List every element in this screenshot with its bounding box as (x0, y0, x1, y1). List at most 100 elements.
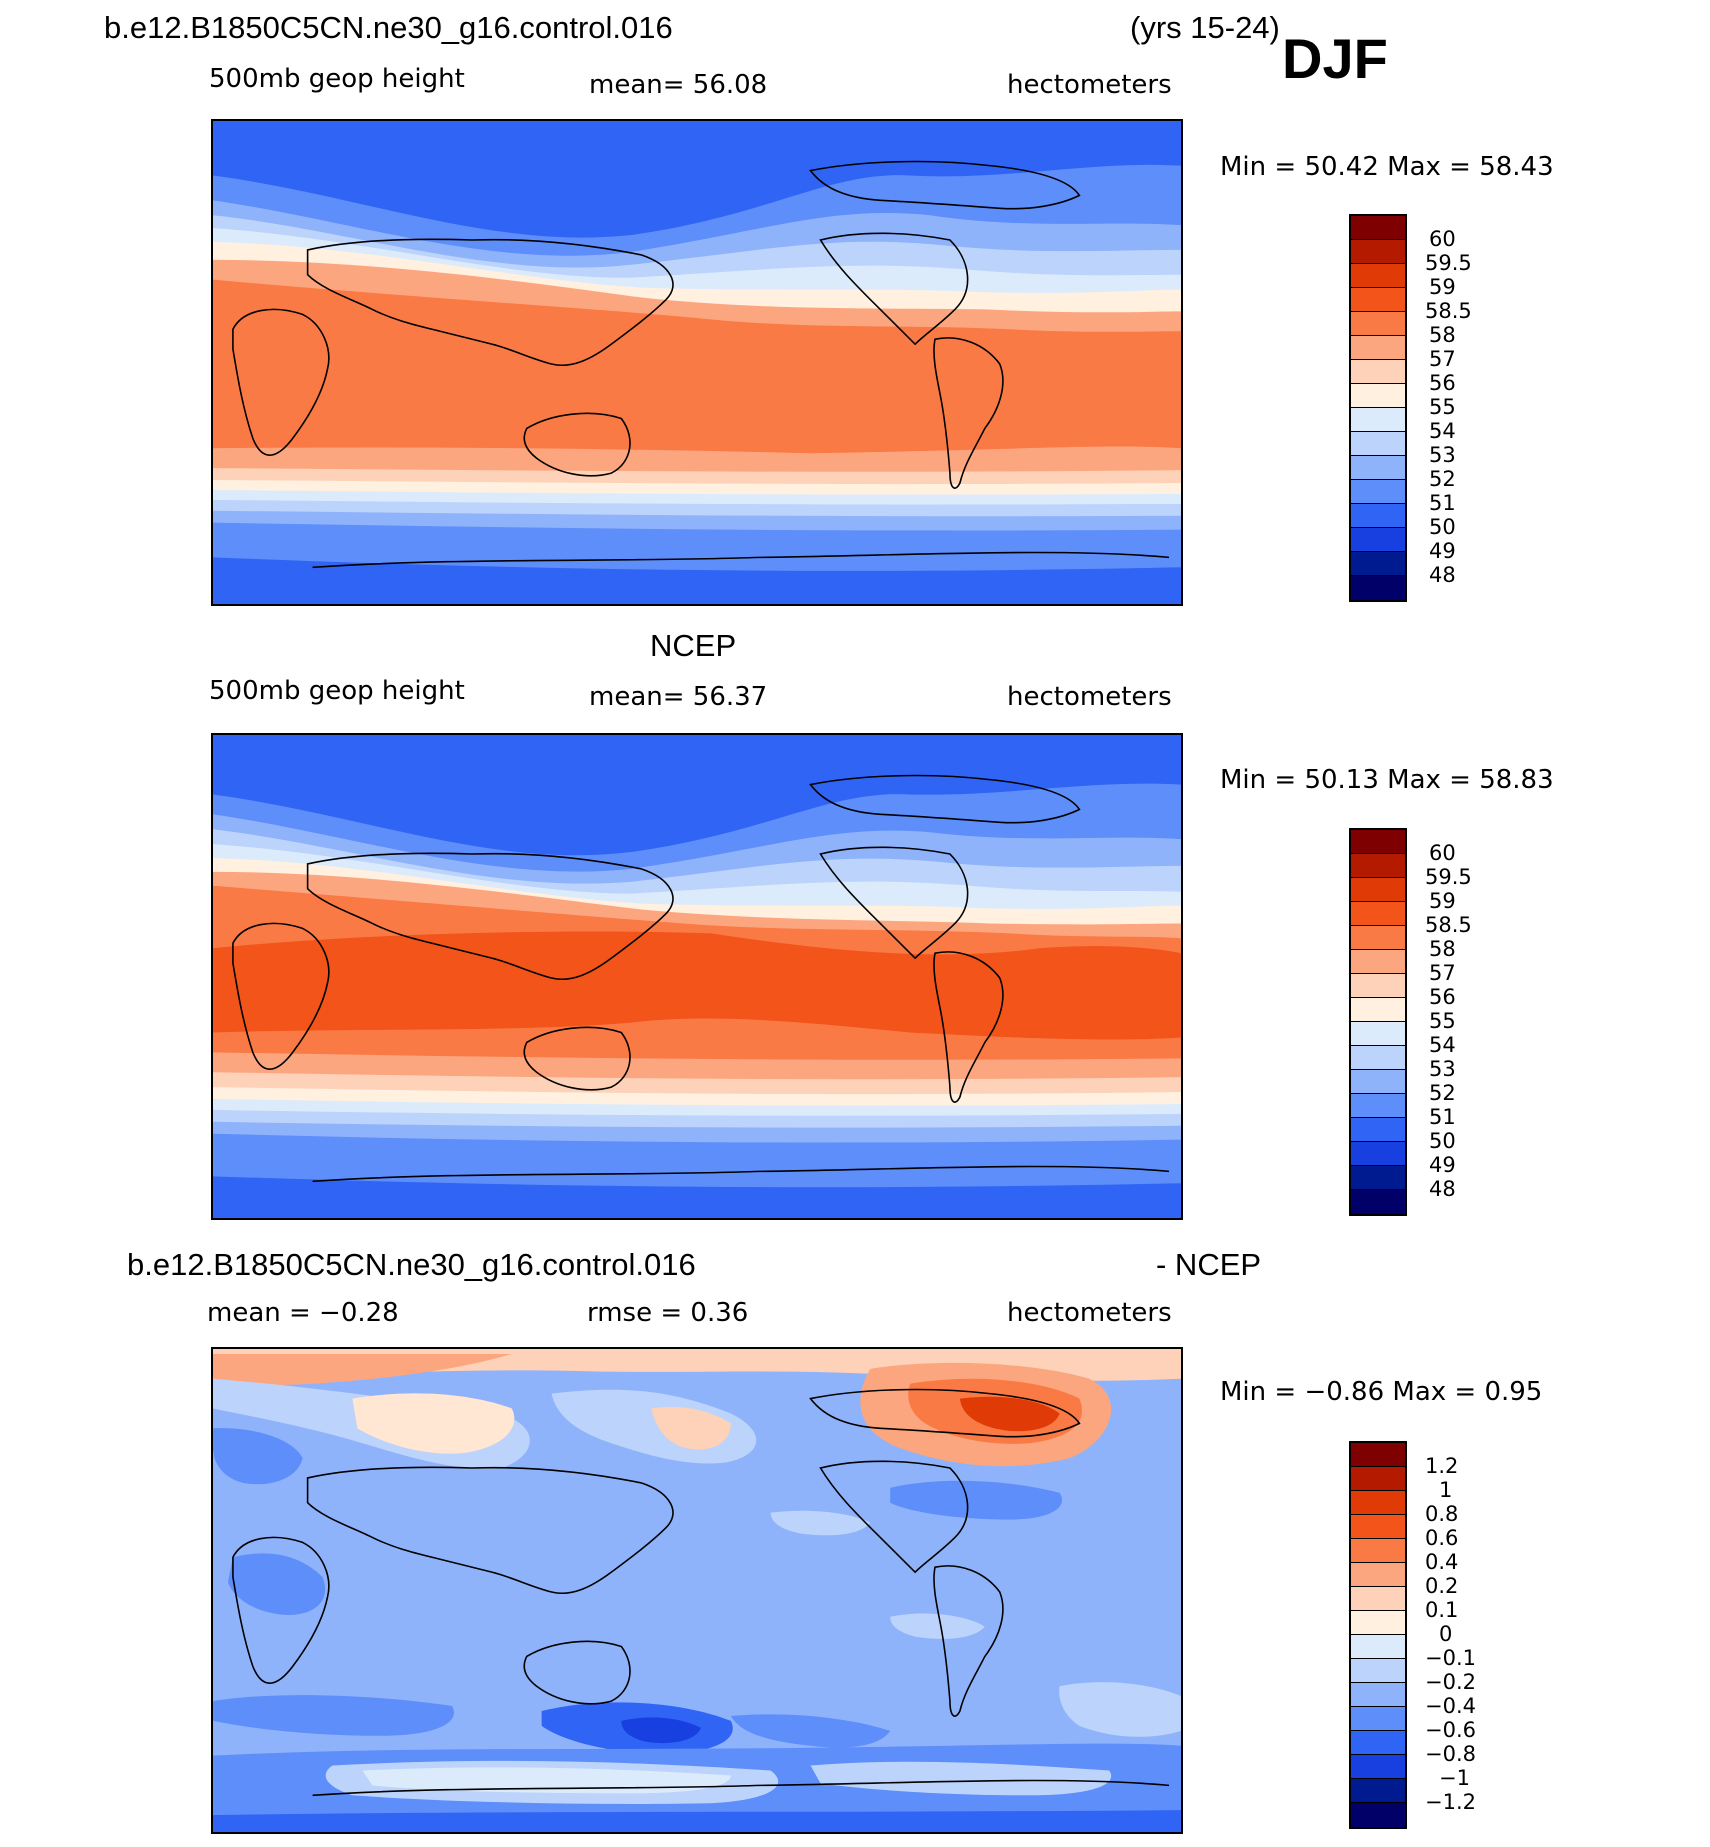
colorbar-level-label: 59 (1429, 275, 1456, 299)
colorbar-swatch (1351, 1118, 1405, 1142)
colorbar-level-label: −1 (1439, 1766, 1470, 1790)
colorbar-level-label: 0.1 (1425, 1598, 1459, 1622)
colorbar-level-label: −0.8 (1425, 1742, 1476, 1766)
panel3-minmax: Min = −0.86 Max = 0.95 (1220, 1377, 1543, 1407)
colorbar-level-label: 54 (1429, 1033, 1456, 1057)
colorbar-level-label: 52 (1429, 467, 1456, 491)
colorbar-level-label: 1.2 (1425, 1454, 1459, 1478)
colorbar-swatch (1351, 926, 1405, 950)
panel1-mean: mean= 56.08 (589, 70, 768, 100)
colorbar-swatch (1351, 552, 1405, 576)
colorbar-level-label: −0.4 (1425, 1694, 1476, 1718)
panel3-units: hectometers (1007, 1298, 1172, 1328)
years-label: (yrs 15-24) (1130, 10, 1280, 45)
colorbar-level-label: 1 (1439, 1478, 1453, 1502)
colorbar-swatch (1351, 1539, 1405, 1563)
colorbar-level-label: 50 (1429, 515, 1456, 539)
colorbar-swatch (1351, 1142, 1405, 1166)
colorbar-swatch (1351, 950, 1405, 974)
colorbar-level-label: 54 (1429, 419, 1456, 443)
panel3-title-right: - NCEP (1156, 1247, 1262, 1282)
panel2-coastlines (232, 774, 1170, 1183)
colorbar-swatch (1351, 1094, 1405, 1118)
colorbar-swatch (1351, 1587, 1405, 1611)
panel3-mean: mean = −0.28 (207, 1298, 399, 1328)
colorbar-swatch (1351, 528, 1405, 552)
colorbar-level-label: 52 (1429, 1081, 1456, 1105)
panel2-mean: mean= 56.37 (589, 682, 768, 712)
colorbar-level-label: 51 (1429, 1105, 1456, 1129)
colorbar-level-label: 59 (1429, 889, 1456, 913)
colorbar-swatch (1351, 1190, 1405, 1214)
panel2-title: NCEP (650, 628, 737, 663)
colorbar-level-label: 0.6 (1425, 1526, 1459, 1550)
colorbar-swatch (1351, 504, 1405, 528)
colorbar-swatch (1351, 360, 1405, 384)
colorbar-swatch (1351, 1683, 1405, 1707)
colorbar-level-label: 0 (1439, 1622, 1453, 1646)
colorbar-level-label: 50 (1429, 1129, 1456, 1153)
colorbar-level-label: 53 (1429, 1057, 1456, 1081)
colorbar-swatch (1351, 1467, 1405, 1491)
panel1-units: hectometers (1007, 70, 1172, 100)
panel3-rmse: rmse = 0.36 (587, 1298, 749, 1328)
season-label: DJF (1282, 27, 1388, 90)
panel3-map (211, 1347, 1183, 1834)
colorbar-level-label: 48 (1429, 1177, 1456, 1201)
panel2-variable: 500mb geop height (209, 676, 465, 706)
colorbar-swatch (1351, 974, 1405, 998)
colorbar-swatch (1351, 288, 1405, 312)
colorbar-level-label: 59.5 (1425, 865, 1472, 889)
colorbar-swatch (1351, 432, 1405, 456)
colorbar-level-label: 60 (1429, 841, 1456, 865)
colorbar-swatch (1351, 408, 1405, 432)
colorbar-swatch (1351, 1046, 1405, 1070)
colorbar-swatch (1351, 1731, 1405, 1755)
colorbar-swatch (1351, 576, 1405, 600)
colorbar-swatch (1351, 1491, 1405, 1515)
colorbar-level-label: −0.1 (1425, 1646, 1476, 1670)
panel3-contour-field (213, 1349, 1181, 1832)
colorbar-swatch (1351, 902, 1405, 926)
panel1-variable: 500mb geop height (209, 64, 465, 94)
colorbar-swatch (1351, 1707, 1405, 1731)
colorbar-level-label: 58 (1429, 937, 1456, 961)
colorbar-level-label: 49 (1429, 539, 1456, 563)
colorbar-swatch (1351, 1022, 1405, 1046)
colorbar-swatch (1351, 1803, 1405, 1827)
colorbar-level-label: 0.2 (1425, 1574, 1459, 1598)
colorbar-level-label: 55 (1429, 1009, 1456, 1033)
colorbar-level-label: 60 (1429, 227, 1456, 251)
colorbar-level-label: 49 (1429, 1153, 1456, 1177)
case-title: b.e12.B1850C5CN.ne30_g16.control.016 (104, 10, 673, 45)
colorbar-swatch (1351, 1635, 1405, 1659)
panel3-colorbar (1349, 1441, 1407, 1829)
colorbar-swatch (1351, 216, 1405, 240)
colorbar-level-label: −0.2 (1425, 1670, 1476, 1694)
colorbar-swatch (1351, 264, 1405, 288)
panel2-contour-field (213, 735, 1181, 1218)
panel2-minmax: Min = 50.13 Max = 58.83 (1220, 765, 1554, 795)
colorbar-swatch (1351, 480, 1405, 504)
colorbar-level-label: 57 (1429, 961, 1456, 985)
colorbar-level-label: 58.5 (1425, 299, 1472, 323)
colorbar-swatch (1351, 1755, 1405, 1779)
colorbar-swatch (1351, 312, 1405, 336)
panel1-map (211, 119, 1183, 606)
colorbar-swatch (1351, 336, 1405, 360)
colorbar-level-label: 0.4 (1425, 1550, 1459, 1574)
colorbar-level-label: −1.2 (1425, 1790, 1476, 1814)
colorbar-level-label: 57 (1429, 347, 1456, 371)
colorbar-level-label: 48 (1429, 563, 1456, 587)
colorbar-swatch (1351, 1611, 1405, 1635)
colorbar-swatch (1351, 854, 1405, 878)
colorbar-swatch (1351, 878, 1405, 902)
colorbar-swatch (1351, 1443, 1405, 1467)
panel3-coastlines (232, 1388, 1170, 1797)
panel1-minmax: Min = 50.42 Max = 58.43 (1220, 152, 1554, 182)
colorbar-level-label: 55 (1429, 395, 1456, 419)
panel2-colorbar (1349, 828, 1407, 1216)
colorbar-swatch (1351, 240, 1405, 264)
colorbar-level-label: 56 (1429, 985, 1456, 1009)
colorbar-swatch (1351, 1166, 1405, 1190)
